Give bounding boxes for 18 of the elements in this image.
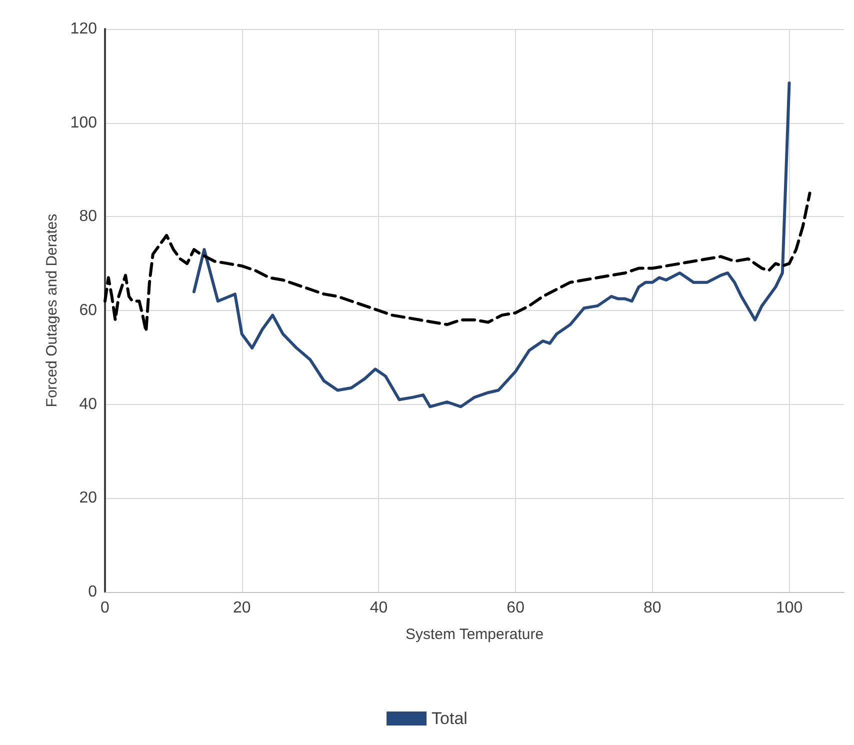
y-tick-label: 40	[79, 396, 98, 413]
x-axis-title: System Temperature	[405, 626, 544, 643]
x-tick-label: 80	[644, 600, 662, 616]
y-axis-title: Forced Outages and Derates	[43, 214, 60, 408]
y-tick-label: 60	[79, 302, 98, 319]
x-tick-label: 60	[506, 600, 525, 616]
y-tick-label: 80	[79, 208, 98, 226]
line-series	[104, 192, 812, 334]
y-tick-label: 100	[70, 114, 98, 132]
x-tick-label: 40	[370, 600, 388, 616]
x-tick-label: 0	[100, 600, 110, 616]
y-tick-label: 20	[79, 490, 98, 507]
y-tick-label: 120	[70, 20, 98, 38]
x-tick-label: 20	[232, 600, 251, 616]
legend-label: Total	[432, 709, 468, 728]
line-series	[192, 81, 791, 408]
x-tick-label: 100	[776, 600, 803, 616]
y-tick-label: 0	[88, 584, 98, 600]
